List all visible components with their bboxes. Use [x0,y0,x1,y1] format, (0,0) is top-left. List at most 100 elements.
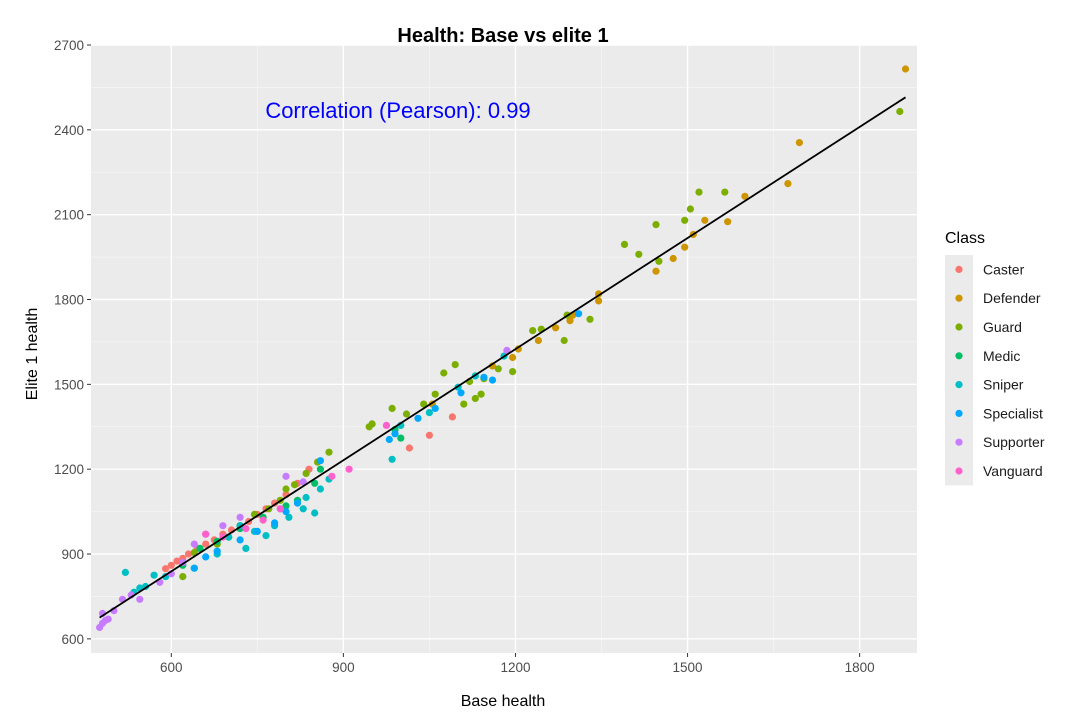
point-specialist [213,547,221,555]
point-supporter [236,513,244,521]
point-caster [405,444,413,452]
point-medic [196,544,204,553]
point-guard [508,368,517,376]
x-tick-label: 1500 [673,660,703,675]
point-guard [431,390,439,398]
y-tick-label: 2100 [54,208,84,223]
point-supporter [282,472,290,480]
legend-items: Caster Defender Guard Medic Sniper Specialist… [945,255,1045,486]
chart-title: Health: Base vs elite 1 [397,25,608,47]
point-guard [460,400,468,408]
point-sniper [285,513,293,521]
point-guard [560,336,568,345]
point-medic [282,502,290,510]
legend-label-caster: Caster [983,261,1025,277]
point-guard [681,216,689,224]
point-defender [508,353,517,362]
point-vanguard [202,530,210,538]
point-guard [652,221,660,229]
point-defender [724,218,732,226]
point-defender [552,324,560,332]
point-specialist [293,499,302,507]
x-axis-label: Base health [461,693,546,710]
point-guard [586,315,594,323]
legend: Class Caster Defender Guard Medic Sniper Spec… [945,230,1045,486]
point-supporter [190,540,198,548]
point-guard [282,485,290,493]
legend-key-sniper [955,381,963,389]
point-defender [901,65,910,73]
point-caster [167,561,175,569]
point-caster [173,557,181,565]
point-specialist [414,414,422,422]
point-guard [368,420,376,428]
correlation-annotation: Correlation (Pearson): 0.99 [265,98,530,123]
point-vanguard [345,465,353,473]
x-axis-ticks: 600 900 1200 1500 1800 [160,653,875,675]
y-tick-label: 600 [61,632,84,647]
x-tick-label: 1200 [500,660,530,675]
y-tick-label: 900 [61,547,84,562]
point-guard [477,390,485,398]
legend-label-medic: Medic [983,348,1020,364]
point-sniper [316,485,324,493]
point-guard [451,361,459,369]
point-specialist [457,389,465,397]
legend-key-caster [955,265,963,273]
y-tick-label: 2400 [54,123,84,138]
point-sniper [388,455,396,463]
point-guard [291,481,299,489]
point-guard [440,369,448,377]
legend-key-medic [955,352,963,360]
point-specialist [480,373,488,381]
point-guard [325,448,333,456]
point-guard [494,365,502,373]
x-tick-label: 900 [332,660,355,675]
point-supporter [104,615,112,623]
point-guard [420,400,428,408]
point-supporter [299,478,307,486]
point-sniper [299,505,307,513]
minor-gridlines [91,45,917,653]
point-specialist [190,564,198,572]
point-sniper [425,409,433,417]
legend-label-specialist: Specialist [983,405,1043,421]
y-tick-label: 2700 [54,38,84,53]
legend-key-guard [955,323,963,331]
legend-label-sniper: Sniper [983,377,1024,393]
point-supporter [503,346,511,354]
point-guard [655,257,663,265]
point-defender [566,317,574,325]
y-axis-ticks: 600 900 1200 1500 1800 2100 2400 2700 [54,38,91,647]
legend-key-specialist [955,409,963,417]
point-guard [635,250,643,258]
point-guard [529,327,537,335]
fit-line [99,96,907,619]
point-vanguard [276,505,284,513]
point-defender [652,267,660,275]
point-defender [681,243,689,251]
point-guard [402,410,411,418]
x-tick-label: 600 [160,660,183,675]
legend-label-guard: Guard [983,319,1022,335]
point-defender [795,139,804,147]
point-medic [311,479,319,487]
point-medic [397,434,405,442]
point-caster [162,565,170,573]
point-sniper [121,568,129,577]
point-guard [388,404,396,412]
legend-key-background [945,255,973,486]
point-supporter [136,595,144,603]
point-caster [448,413,456,421]
legend-label-vanguard: Vanguard [983,463,1043,479]
point-sniper [242,544,250,553]
point-sniper [302,493,310,502]
legend-key-defender [955,294,963,302]
point-vanguard [259,516,267,524]
point-specialist [236,536,244,544]
point-guard [620,240,629,248]
y-tick-label: 1200 [54,462,84,477]
y-tick-label: 1500 [54,377,84,392]
point-caster [184,550,193,558]
